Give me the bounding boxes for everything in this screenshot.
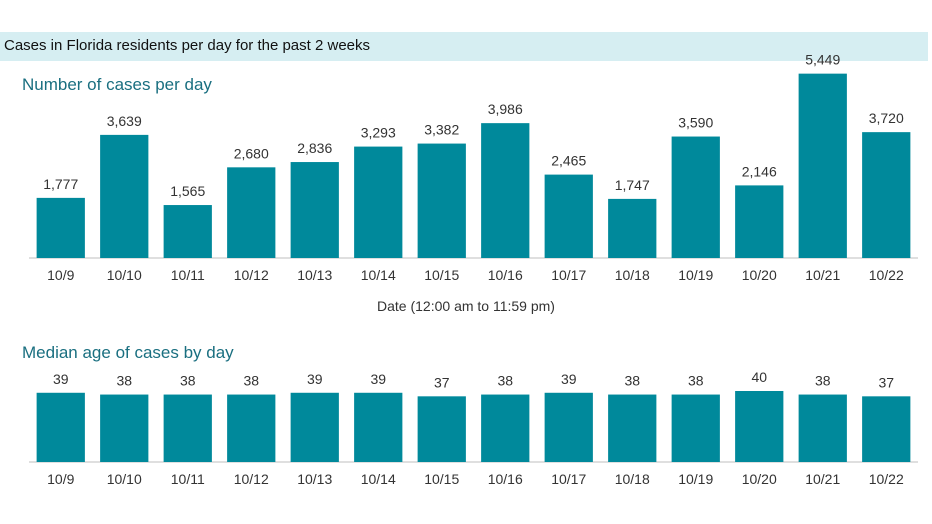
cases-data-label: 2,146 — [742, 163, 777, 179]
median-age-tick-label: 10/13 — [297, 471, 332, 487]
median-age-tick-label: 10/15 — [424, 471, 459, 487]
cases-bar — [417, 143, 466, 258]
median-age-chart-title: Median age of cases by day — [22, 343, 234, 362]
median-age-data-label: 38 — [815, 373, 831, 389]
median-age-bar — [227, 394, 276, 462]
median-age-bar — [798, 394, 847, 462]
median-age-bar — [417, 396, 466, 462]
median-age-bar — [608, 394, 657, 462]
cases-tick-label: 10/19 — [678, 267, 713, 283]
median-age-bar — [481, 394, 530, 462]
cases-tick-label: 10/18 — [615, 267, 650, 283]
cases-data-label: 2,836 — [297, 140, 332, 156]
cases-data-label: 1,565 — [170, 183, 205, 199]
median-age-tick-label: 10/16 — [488, 471, 523, 487]
cases-tick-label: 10/14 — [361, 267, 396, 283]
median-age-data-label: 38 — [180, 373, 196, 389]
cases-chart-x-axis-label: Date (12:00 am to 11:59 pm) — [377, 298, 555, 314]
cases-bar — [354, 146, 403, 258]
median-age-bar — [735, 391, 784, 462]
median-age-tick-label: 10/20 — [742, 471, 777, 487]
median-age-tick-label: 10/17 — [551, 471, 586, 487]
median-age-tick-label: 10/11 — [171, 471, 205, 487]
cases-tick-label: 10/9 — [47, 267, 74, 283]
cases-bar — [227, 167, 276, 258]
cases-data-label: 3,720 — [869, 110, 904, 126]
cases-bar — [290, 162, 339, 258]
median-age-data-label: 37 — [878, 374, 894, 390]
cases-bar — [481, 123, 530, 258]
median-age-bar — [290, 392, 339, 462]
median-age-bar — [100, 394, 149, 462]
cases-data-label: 3,382 — [424, 122, 459, 138]
cases-bar — [735, 185, 784, 258]
median-age-data-label: 38 — [116, 373, 132, 389]
median-age-data-label: 38 — [497, 373, 513, 389]
median-age-data-label: 38 — [624, 373, 640, 389]
cases-tick-label: 10/21 — [805, 267, 840, 283]
cases-tick-label: 10/11 — [171, 267, 205, 283]
median-age-data-label: 39 — [307, 371, 323, 387]
median-age-bar — [36, 392, 85, 462]
median-age-bar — [671, 394, 720, 462]
median-age-tick-label: 10/12 — [234, 471, 269, 487]
cases-data-label: 2,680 — [234, 145, 269, 161]
median-age-tick-label: 10/18 — [615, 471, 650, 487]
cases-bar — [671, 136, 720, 258]
cases-tick-label: 10/22 — [869, 267, 904, 283]
cases-bar — [608, 198, 657, 258]
median-age-tick-label: 10/9 — [47, 471, 74, 487]
median-age-data-label: 40 — [751, 369, 767, 385]
median-age-data-label: 39 — [53, 371, 69, 387]
median-age-tick-label: 10/22 — [869, 471, 904, 487]
cases-data-label: 1,777 — [43, 176, 78, 192]
cases-tick-label: 10/15 — [424, 267, 459, 283]
cases-tick-label: 10/12 — [234, 267, 269, 283]
cases-tick-label: 10/16 — [488, 267, 523, 283]
cases-data-label: 1,747 — [615, 177, 650, 193]
cases-tick-label: 10/20 — [742, 267, 777, 283]
cases-bar — [36, 197, 85, 258]
median-age-tick-label: 10/21 — [805, 471, 840, 487]
median-age-bar — [862, 396, 911, 462]
cases-bar — [100, 134, 149, 258]
median-age-data-label: 38 — [243, 373, 259, 389]
median-age-tick-label: 10/19 — [678, 471, 713, 487]
cases-data-label: 2,465 — [551, 153, 586, 169]
median-age-data-label: 39 — [561, 371, 577, 387]
cases-data-label: 3,639 — [107, 113, 142, 129]
median-age-data-label: 37 — [434, 374, 450, 390]
cases-chart-title: Number of cases per day — [22, 75, 212, 94]
median-age-data-label: 39 — [370, 371, 386, 387]
median-age-bar — [163, 394, 212, 462]
median-age-bar — [544, 392, 593, 462]
cases-tick-label: 10/17 — [551, 267, 586, 283]
cases-bar — [163, 205, 212, 258]
median-age-tick-label: 10/10 — [107, 471, 142, 487]
cases-bar — [798, 73, 847, 258]
median-age-tick-label: 10/14 — [361, 471, 396, 487]
cases-data-label: 5,449 — [805, 52, 840, 68]
cases-data-label: 3,590 — [678, 115, 713, 131]
median-age-bar — [354, 392, 403, 462]
page-title: Cases in Florida residents per day for t… — [4, 37, 371, 54]
cases-data-label: 3,986 — [488, 101, 523, 117]
header-bar: Cases in Florida residents per day for t… — [0, 32, 928, 61]
cases-tick-label: 10/13 — [297, 267, 332, 283]
cases-bar — [544, 174, 593, 258]
cases-tick-label: 10/10 — [107, 267, 142, 283]
cases-data-label: 3,293 — [361, 125, 396, 141]
median-age-data-label: 38 — [688, 373, 704, 389]
cases-bar — [862, 132, 911, 258]
